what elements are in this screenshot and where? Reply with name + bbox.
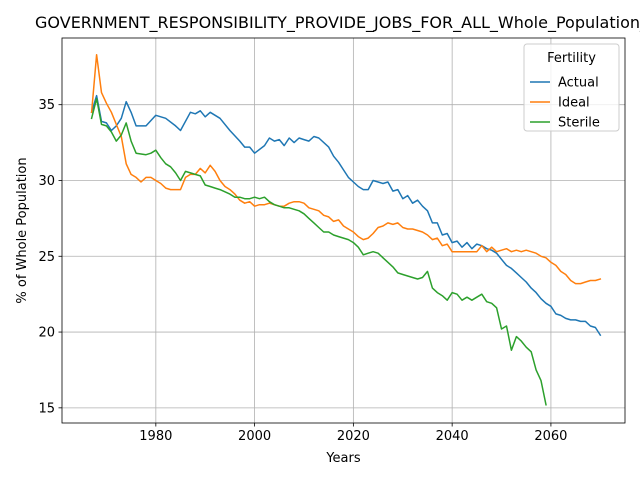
x-tick-label: 2020 (337, 429, 370, 444)
series-line-actual (90, 94, 602, 337)
x-axis-label: Years (325, 451, 361, 466)
y-axis-label: % of Whole Population (15, 157, 30, 303)
legend-label-actual: Actual (558, 76, 599, 91)
y-tick-label: 25 (38, 250, 55, 265)
legend-items: Actual Ideal Sterile (530, 76, 600, 131)
x-axis-ticks: 1980 2000 2020 2040 2060 (139, 423, 567, 444)
legend-title: Fertility (547, 51, 596, 66)
y-tick-label: 20 (38, 326, 55, 341)
series-line-sterile (90, 97, 547, 406)
y-tick-label: 15 (38, 401, 55, 416)
legend-label-sterile: Sterile (558, 116, 600, 131)
chart-title: GOVERNMENT_RESPONSIBILITY_PROVIDE_JOBS_F… (35, 13, 640, 33)
x-tick-label: 2000 (238, 429, 271, 444)
legend-box (523, 43, 620, 132)
x-tick-label: 1980 (139, 429, 172, 444)
x-tick-label: 2040 (436, 429, 469, 444)
plot-frame (61, 37, 626, 424)
legend: Fertility Actual Ideal Sterile (523, 43, 620, 132)
x-tick-label: 2060 (534, 429, 567, 444)
series-lines (90, 53, 602, 406)
y-axis-ticks: 15 20 25 30 35 (38, 98, 62, 416)
y-tick-label: 30 (38, 174, 55, 189)
legend-label-ideal: Ideal (558, 96, 590, 111)
y-tick-label: 35 (38, 98, 55, 113)
series-line-ideal (90, 53, 602, 285)
